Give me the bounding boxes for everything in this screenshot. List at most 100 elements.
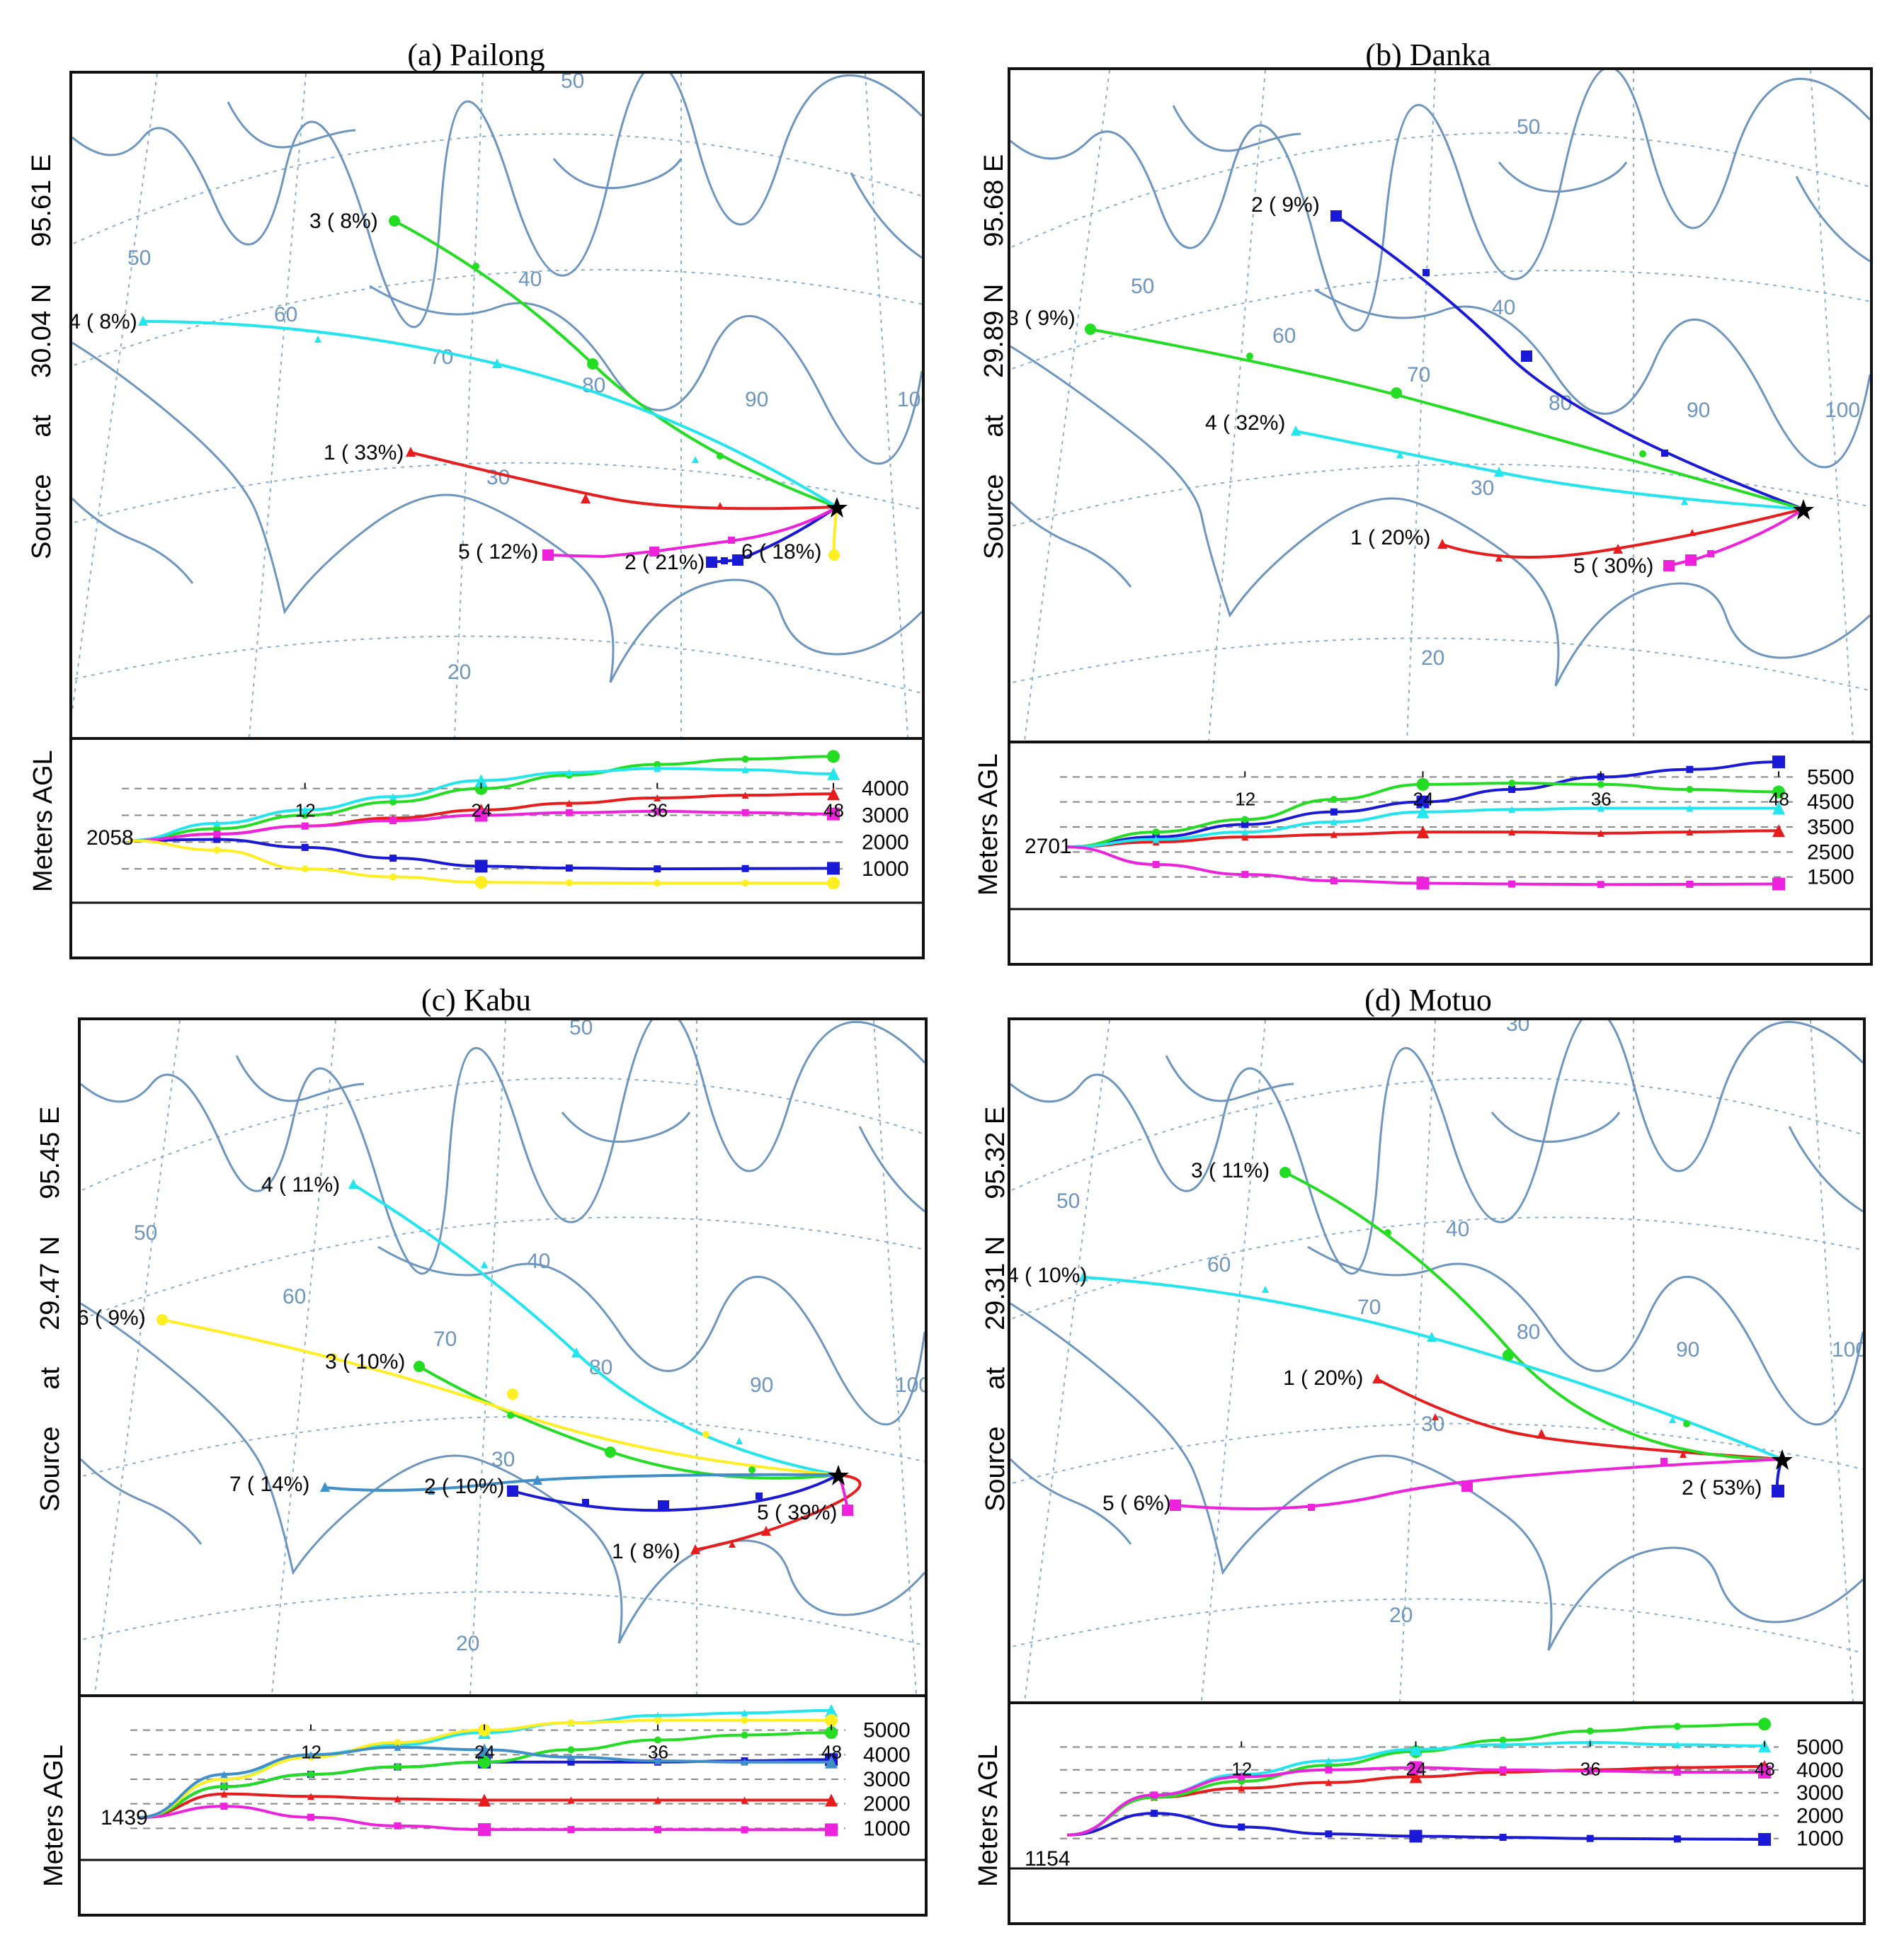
- svg-text:90: 90: [1676, 1338, 1699, 1362]
- ytick-label: 4000: [862, 777, 909, 801]
- marker: [1521, 350, 1532, 362]
- svg-text:50: 50: [1131, 275, 1154, 298]
- svg-text:30: 30: [491, 1448, 515, 1471]
- trajectory-markers: [138, 215, 848, 568]
- svg-text:40: 40: [518, 268, 542, 291]
- height-marker: [1686, 765, 1694, 773]
- svg-text:3 ( 10%): 3 ( 10%): [325, 1350, 405, 1374]
- marker: [702, 1431, 709, 1438]
- source-label: Sourceat30.04 N95.61 E: [27, 154, 57, 559]
- map-frame: 50 60 70 80 90 100 40 30 20 50: [69, 71, 925, 740]
- height-marker: [394, 1822, 401, 1830]
- svg-text:5 ( 12%): 5 ( 12%): [458, 540, 538, 564]
- height-marker: [213, 846, 221, 854]
- height-marker: [654, 865, 661, 873]
- height-marker: [565, 879, 573, 886]
- graticule-labels: 50 60 70 80 90 100 40 30 20 50: [127, 74, 922, 684]
- xtick-label: 24: [474, 1742, 495, 1763]
- graticule-labels: 50 60 70 80 90 100 40 30 20 50: [134, 1020, 925, 1655]
- svg-text:5 ( 30%): 5 ( 30%): [1573, 554, 1653, 578]
- ytick-label: 1000: [863, 1817, 911, 1840]
- marker: [1669, 1416, 1676, 1423]
- svg-text:2 ( 53%): 2 ( 53%): [1682, 1476, 1762, 1500]
- trajectory-labels: 1 ( 20%) 2 ( 9%) 3 ( 9%) 4 ( 32%) 5 ( 30…: [1010, 193, 1653, 578]
- marker: [507, 1485, 518, 1497]
- height-marker: [741, 1796, 748, 1804]
- height-marker: [654, 1736, 661, 1744]
- height-marker: [1758, 1832, 1771, 1846]
- svg-text:100: 100: [897, 388, 922, 411]
- trajectory-5: [1175, 1458, 1783, 1510]
- trajectory-labels: 1 ( 20%) 2 ( 53%) 3 ( 11%) 4 ( 10%) 5 ( …: [1010, 1159, 1762, 1515]
- marker: [1772, 1485, 1784, 1497]
- marker: [1660, 1458, 1668, 1465]
- svg-text:60: 60: [1207, 1253, 1231, 1277]
- ytick-label: 2000: [862, 830, 909, 854]
- height-marker: [213, 835, 221, 843]
- height-marker: [565, 809, 573, 816]
- height-marker: [301, 822, 309, 830]
- height-marker: [1325, 1830, 1333, 1838]
- marker: [1279, 1167, 1291, 1178]
- height-marker: [1330, 877, 1338, 884]
- marker: [748, 1466, 756, 1473]
- height-marker: [741, 1709, 748, 1717]
- height-marker: [394, 1743, 401, 1751]
- height-marker: [654, 1757, 661, 1764]
- height-marker: [567, 1796, 575, 1804]
- ytick-label: 4500: [1807, 791, 1854, 814]
- height-marker: [827, 877, 840, 890]
- panel-d: (d) Motuo Sourceat29.31 N95.32 E: [952, 966, 1904, 1935]
- svg-text:100: 100: [895, 1374, 925, 1397]
- trajectory-markers: [1078, 1167, 1793, 1511]
- marker: [728, 537, 735, 544]
- xtick-label: 36: [1591, 788, 1612, 809]
- marker: [1308, 1504, 1315, 1511]
- marker: [138, 316, 148, 326]
- height-marker: [1772, 801, 1785, 815]
- height-marker: [1586, 1767, 1594, 1775]
- svg-text:50: 50: [127, 246, 151, 270]
- height-marker: [1241, 833, 1249, 841]
- svg-text:20: 20: [1421, 646, 1444, 670]
- svg-text:3 ( 9%): 3 ( 9%): [1010, 307, 1076, 330]
- marker: [706, 556, 717, 568]
- height-marker: [741, 766, 749, 774]
- height-marker: [1416, 777, 1430, 791]
- height-marker: [825, 1755, 838, 1769]
- source-label: Sourceat29.89 N95.68 E: [979, 154, 1009, 559]
- panel-title: (c) Kabu: [421, 983, 532, 1017]
- svg-text:1 ( 20%): 1 ( 20%): [1283, 1366, 1363, 1390]
- height-marker: [1499, 1741, 1507, 1749]
- xtick-label: 36: [647, 800, 668, 821]
- svg-text:7 ( 14%): 7 ( 14%): [229, 1473, 309, 1496]
- marker: [428, 1488, 435, 1495]
- coastlines: [81, 1020, 925, 1644]
- height-marker: [478, 1743, 491, 1757]
- marker: [1494, 467, 1504, 476]
- trajectory-labels: 1 ( 8%) 2 ( 10%) 3 ( 10%) 4 ( 11%) 5 ( 3…: [81, 1173, 837, 1563]
- marker: [1078, 1272, 1088, 1282]
- ytick-label: 3000: [862, 804, 909, 828]
- marker: [1537, 1429, 1546, 1439]
- map-frame: 50 60 70 80 90 100 40 30 20 30: [1008, 1017, 1866, 1704]
- height-marker: [1151, 1791, 1158, 1799]
- height-marker: [654, 1826, 661, 1834]
- height-marker: [1508, 880, 1516, 888]
- height-marker: [1325, 1757, 1333, 1764]
- height-marker: [1499, 1736, 1507, 1744]
- ytick-label: 3500: [1807, 816, 1854, 839]
- svg-text:2 ( 21%): 2 ( 21%): [625, 551, 705, 574]
- graticule: [1010, 1020, 1863, 1701]
- marker: [1639, 450, 1646, 457]
- svg-text:20: 20: [448, 661, 471, 684]
- svg-text:4 ( 11%): 4 ( 11%): [261, 1173, 340, 1197]
- height-marker: [1241, 871, 1249, 879]
- map-frame: 50 60 70 80 90 100 40 30 20 50: [78, 1017, 928, 1697]
- height-marker: [394, 1795, 401, 1803]
- height-ylabel: Meters AGL: [28, 750, 58, 892]
- ytick-label: 4000: [1796, 1759, 1844, 1782]
- marker: [1503, 1349, 1514, 1361]
- svg-text:60: 60: [283, 1285, 306, 1308]
